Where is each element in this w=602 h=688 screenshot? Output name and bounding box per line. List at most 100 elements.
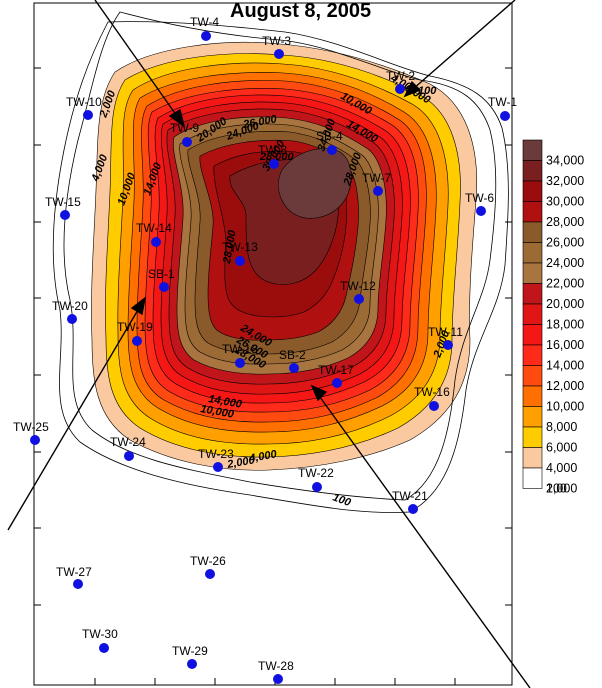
legend-label: 100 [546,482,567,496]
well-marker [273,674,283,684]
well-label: TW-2 [386,69,415,83]
well-marker [151,237,161,247]
legend-swatch [522,426,543,448]
well-marker [235,256,245,266]
legend-label: 28,000 [546,215,584,229]
well-label: TW-16 [414,385,450,399]
legend-swatch [522,365,543,387]
well-label: SB-4 [316,129,343,143]
legend-swatch [522,406,543,428]
well-label: TW-15 [45,195,81,209]
well-label: TW-28 [258,659,294,673]
well-label: TW-21 [392,489,428,503]
legend-label: 14,000 [546,359,584,373]
well-label: TW-22 [298,466,334,480]
legend-label: 8,000 [546,420,577,434]
well-label: TW-30 [82,627,118,641]
well-label: TW-19 [117,320,153,334]
legend-label: 22,000 [546,277,584,291]
legend-label: 10,000 [546,400,584,414]
well-marker [354,294,364,304]
frame-ticks [34,67,512,685]
section-line-b [404,0,516,97]
legend-label: 12,000 [546,379,584,393]
well-label: TW-14 [136,221,172,235]
well-label: SB-1 [148,267,175,281]
well-label: TW-3 [262,34,291,48]
well-marker [73,579,83,589]
contour-label: 2,000 [225,454,256,471]
well-marker [124,451,134,461]
well-label: TW-7 [362,171,391,185]
well-marker [235,358,245,368]
legend-label: 2,000 [546,482,577,496]
contour-label: 28,000 [259,151,295,163]
well-label: TW-13 [222,240,258,254]
section-line-d [311,385,531,688]
contour-label: 10,000 [199,403,235,421]
wells: TW-4 TW-3 TW-2 TW-1 TW-10 TW-9 SB-4 TW-8 TW-7 TW-… [13,15,517,684]
well-marker [274,49,284,59]
well-label: TW-4 [190,15,219,29]
legend-swatch [522,467,543,489]
well-marker [476,206,486,216]
well-marker [99,643,109,653]
arrowhead-a [168,108,186,128]
legend-label: 6,000 [546,441,577,455]
legend-label: 20,000 [546,297,584,311]
well-marker [269,159,279,169]
well-marker [289,363,299,373]
legend-swatch [522,262,543,284]
legend-swatch [522,324,543,346]
well-label: TW-12 [340,279,376,293]
legend-swatch [522,385,543,407]
legend-label: 18,000 [546,318,584,332]
well-marker [205,569,215,579]
well-marker [201,31,211,41]
well-marker [373,186,383,196]
legend-swatch [522,201,543,223]
well-label: TW-9 [170,121,199,135]
well-label: SB-2 [279,348,306,362]
legend-label: 30,000 [546,195,584,209]
legend-label: 34,000 [546,154,584,168]
legend-swatch [522,139,543,161]
well-marker [429,401,439,411]
well-label: TW-10 [66,95,102,109]
legend-label: 32,000 [546,174,584,188]
arrowhead-b [403,80,422,98]
legend-swatch [522,221,543,243]
legend-swatch [522,303,543,325]
legend-swatch [522,180,543,202]
contour-label: 100 [418,85,437,97]
legend-swatch [522,344,543,366]
well-label: TW-26 [190,554,226,568]
legend-label: 26,000 [546,236,584,250]
legend-swatch [522,160,543,182]
well-marker [443,340,453,350]
well-marker [213,462,223,472]
well-label: TW-8 [258,143,287,157]
well-marker [30,435,40,445]
well-label: TW-20 [52,299,88,313]
well-marker [83,110,93,120]
legend-label: 16,000 [546,338,584,352]
well-marker [312,482,322,492]
well-label: TW-18 [222,342,258,356]
well-label: TW-6 [465,191,494,205]
section-line-c [7,297,146,531]
arrowhead-c [130,296,147,316]
legend-label: 24,000 [546,256,584,270]
well-label: TW-17 [318,363,354,377]
well-label: TW-29 [172,644,208,658]
well-marker [67,314,77,324]
legend-label: 4,000 [546,461,577,475]
contour-bands [91,42,477,471]
section-arrows [7,0,531,688]
well-marker [132,336,142,346]
well-label: TW-11 [428,325,463,339]
map-title: August 8, 2005 [230,0,371,22]
section-line-a [94,0,185,127]
legend: 34,000 32,000 30,000 28,000 26,000 24,000 22,0… [522,139,584,496]
